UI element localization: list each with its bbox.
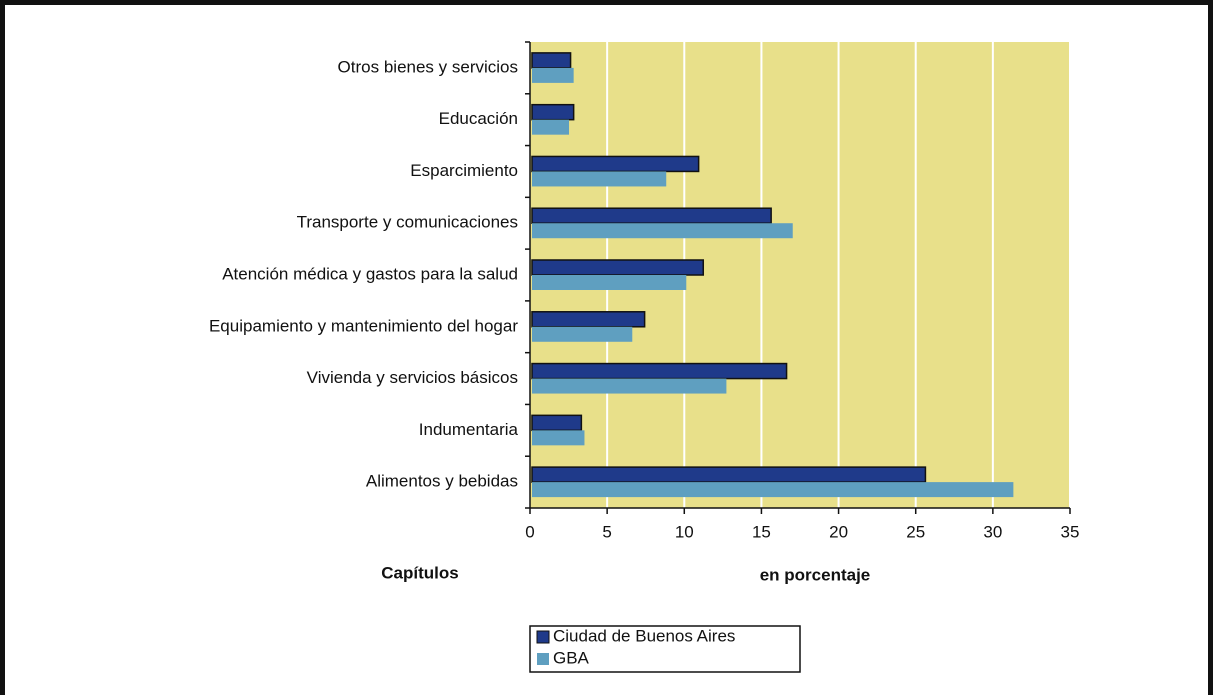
- y-tick-label: Alimentos y bebidas: [366, 472, 518, 491]
- bar: [532, 67, 574, 83]
- x-tick-label: 35: [1061, 522, 1080, 541]
- x-tick-label: 20: [829, 522, 848, 541]
- bar: [531, 362, 788, 380]
- bar: [532, 275, 687, 290]
- bar: [532, 378, 727, 394]
- bar: [531, 259, 705, 276]
- x-tick-label: 15: [752, 522, 771, 541]
- bar: [532, 326, 633, 342]
- x-tick-label: 25: [906, 522, 925, 541]
- legend-label: GBA: [553, 648, 590, 667]
- legend-swatch: [537, 653, 549, 665]
- legend: [529, 625, 801, 673]
- legend-label: Ciudad de Buenos Aires: [553, 626, 735, 645]
- y-tick-label: Educación: [439, 109, 518, 128]
- y-tick-label: Equipamiento y mantenimiento del hogar: [209, 316, 518, 335]
- bar: [532, 171, 667, 187]
- bar: [531, 207, 772, 224]
- bar: [531, 311, 646, 328]
- legend-swatch: [536, 630, 550, 644]
- y-tick-label: Otros bienes y servicios: [338, 57, 518, 76]
- bar: [532, 482, 1014, 498]
- bar: [531, 414, 583, 432]
- x-tick-label: 10: [675, 522, 694, 541]
- x-tick-label: 5: [602, 522, 611, 541]
- bar: [531, 103, 575, 121]
- x-axis-title: en porcentaje: [760, 565, 871, 584]
- x-tick-label: 0: [525, 522, 534, 541]
- bar: [531, 155, 700, 173]
- y-tick-label: Vivienda y servicios básicos: [307, 368, 518, 387]
- x-tick-label: 30: [983, 522, 1002, 541]
- bar: [531, 466, 927, 483]
- y-tick-label: Indumentaria: [419, 420, 519, 439]
- bar: [532, 223, 793, 239]
- y-tick-label: Esparcimiento: [410, 161, 518, 180]
- y-tick-label: Atención médica y gastos para la salud: [222, 264, 518, 283]
- bar: [532, 430, 585, 446]
- y-axis-title: Capítulos: [381, 563, 458, 582]
- bar: [531, 52, 572, 69]
- bar: [532, 119, 570, 135]
- y-tick-label: Transporte y comunicaciones: [297, 213, 518, 232]
